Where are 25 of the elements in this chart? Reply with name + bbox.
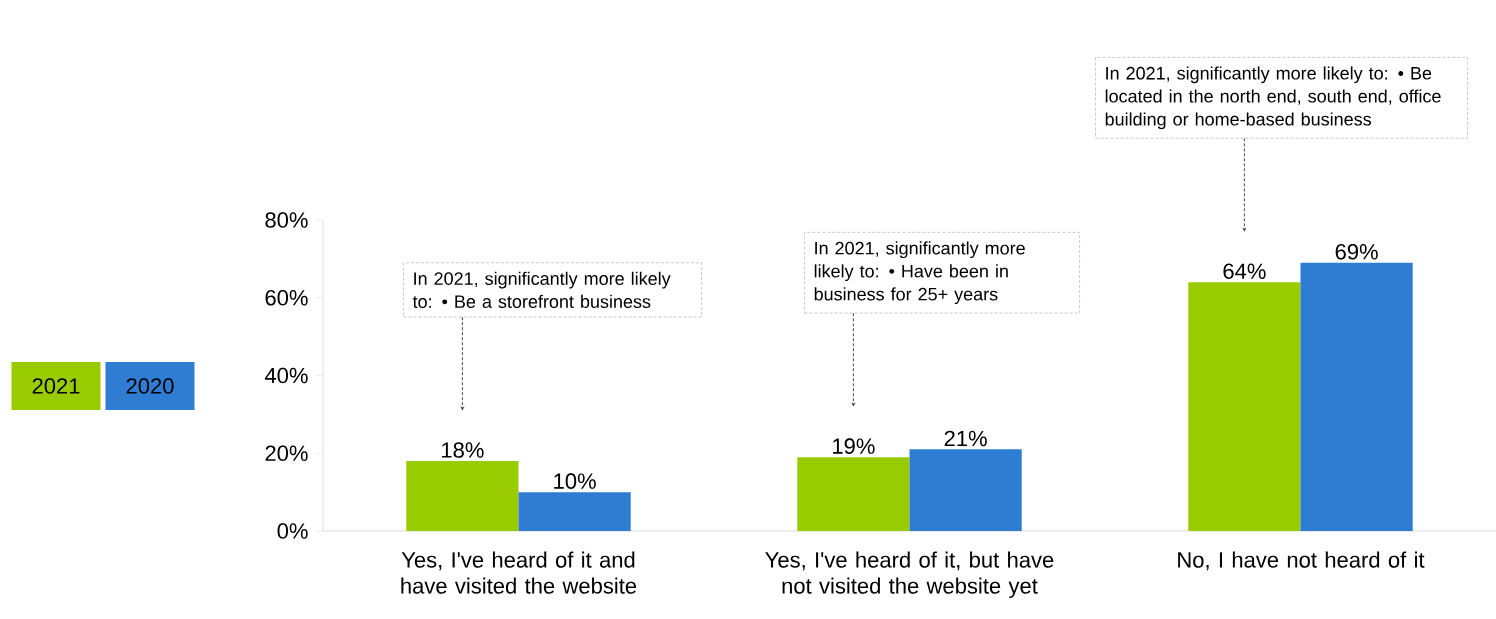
bar	[797, 457, 910, 531]
y-tick-label: 0%	[277, 523, 308, 539]
x-tick-label: Yes, I've heard of it, but have not visited the website yet	[765, 551, 1054, 599]
bar	[406, 461, 519, 531]
x-tick-label: No, I have not heard of it	[1178, 551, 1425, 571]
text: In 2021, significantly more likely to: • Be located in the north end, south end, office building or home-based business	[1105, 66, 1441, 130]
annotation: In 2021, significantly more likely to: • Be a storefront business	[412, 271, 671, 308]
y-tick-label: 20%	[265, 445, 308, 462]
data-label: 18%	[442, 442, 484, 458]
data-label: 10%	[554, 473, 596, 489]
data-label: 21%	[944, 430, 987, 447]
x-tick-label: Yes, I've heard of it and have visited the website	[401, 551, 637, 594]
y-tick-label: 60%	[265, 289, 308, 306]
y-tick-label: 80%	[265, 212, 308, 228]
y-tick-label: 40%	[264, 367, 308, 384]
bar	[1188, 282, 1301, 531]
annotation: In 2021, significantly more likely to: • Have been in business for 25+ years	[814, 241, 1025, 305]
bar	[909, 449, 1022, 531]
bar	[518, 492, 631, 531]
data-label: 69%	[1335, 243, 1378, 260]
data-label: 19%	[833, 438, 875, 454]
bar	[1300, 262, 1413, 531]
data-label: 64%	[1223, 263, 1266, 279]
text: 2020	[126, 378, 174, 394]
text: 2021	[32, 378, 80, 394]
